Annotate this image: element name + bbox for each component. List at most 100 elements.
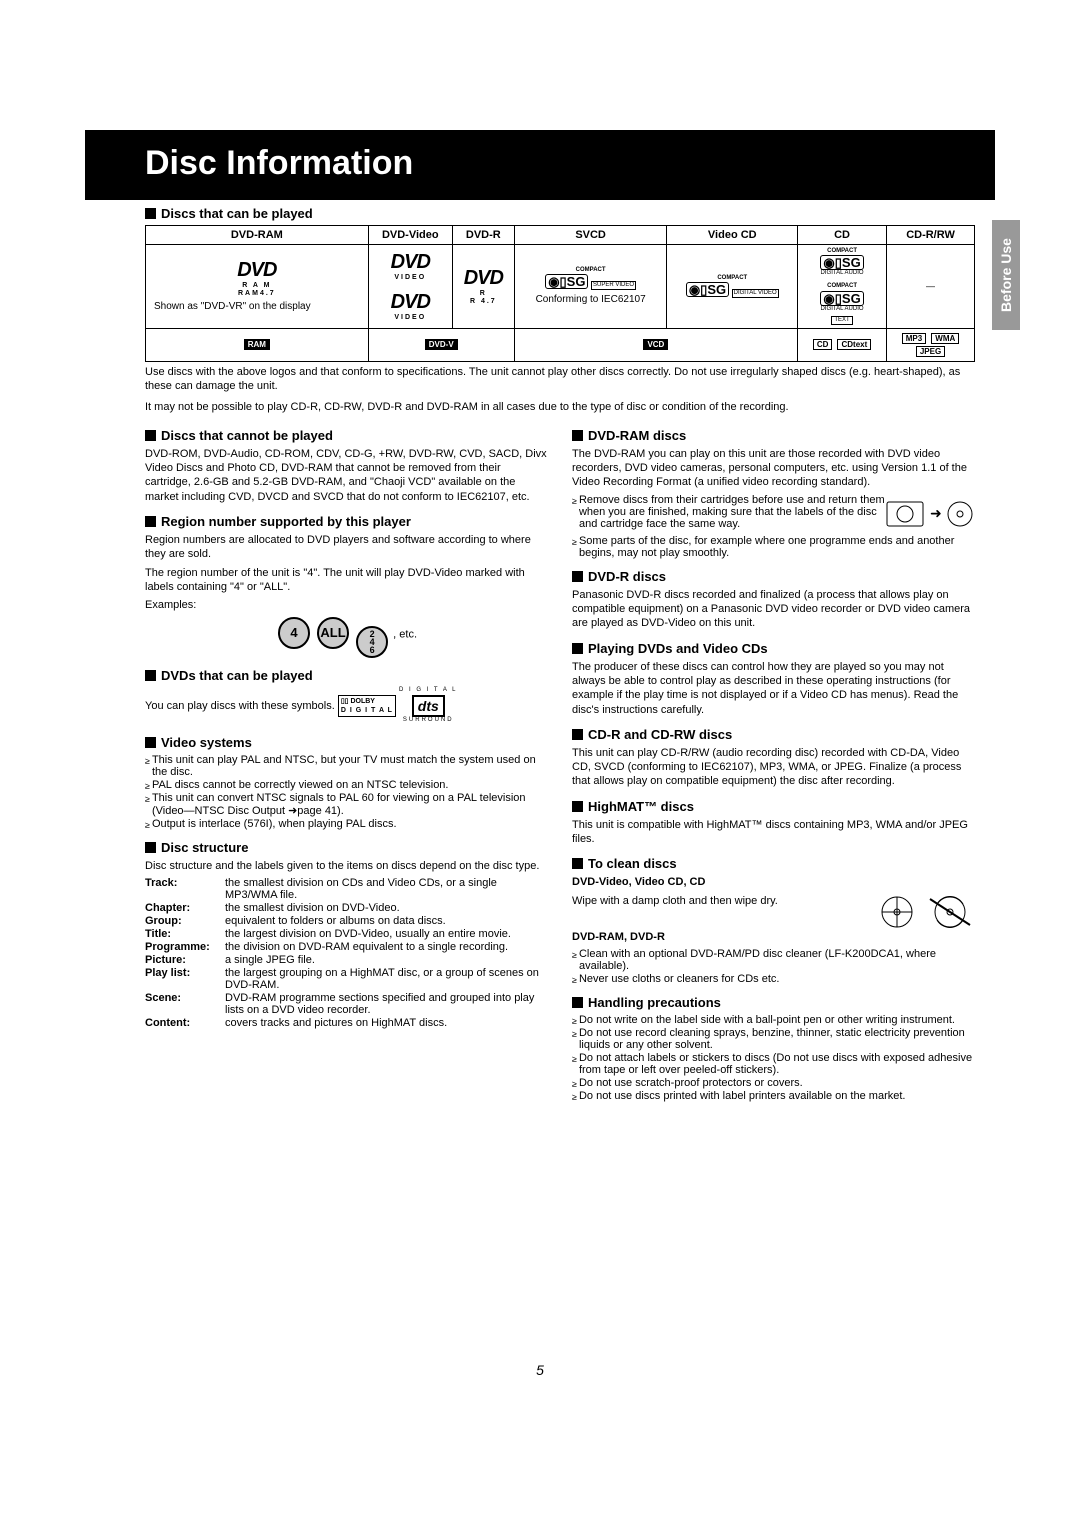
playing-heading: Playing DVDs and Video CDs <box>572 641 975 656</box>
th-dvdram: DVD-RAM <box>146 226 369 245</box>
dvds-play-heading: DVDs that can be played <box>145 668 548 683</box>
video-bullets: This unit can play PAL and NTSC, but you… <box>145 754 548 830</box>
region-heading: Region number supported by this player <box>145 514 548 529</box>
structure-term: Picture: <box>145 954 225 966</box>
cd-sub2: TEXT <box>831 316 852 325</box>
r3c: 6 <box>370 646 375 654</box>
dvd-sub: R <box>457 290 510 298</box>
playing-p1: The producer of these discs can control … <box>572 660 975 717</box>
handling-bullets: Do not write on the label side with a ba… <box>572 1014 975 1102</box>
cell-cd-logo: COMPACT ◉▯SG DIGITAL AUDIO COMPACT ◉▯SG … <box>798 245 887 329</box>
cdr-p1: This unit can play CD-R/RW (audio record… <box>572 746 975 789</box>
ram-badge: RAM <box>244 339 270 350</box>
table-note1: Use discs with the above logos and that … <box>145 365 975 394</box>
clean-b1: Clean with an optional DVD-RAM/PD disc c… <box>579 948 975 972</box>
th-cd: CD <box>798 226 887 245</box>
structure-def: the smallest division on CDs and Video C… <box>225 877 548 901</box>
cell-svcd-logo: COMPACT ◉▯SG SUPER VIDEO Conforming to I… <box>514 245 667 329</box>
jpeg-badge: JPEG <box>916 346 945 357</box>
clean-heading: To clean discs <box>572 856 975 871</box>
structure-def: equivalent to folders or albums on data … <box>225 915 548 927</box>
cell-cdrrw: — <box>887 245 975 329</box>
video-b1: This unit can play PAL and NTSC, but you… <box>152 754 548 778</box>
table-logo-row: DVD R A M RAM4.7 Shown as "DVD-VR" on th… <box>146 245 975 329</box>
dvdram-p1: The DVD-RAM you can play on this unit ar… <box>572 447 975 490</box>
region-examples-label: Examples: <box>145 598 548 612</box>
cell-badge-dvdv: DVD-V <box>368 328 514 361</box>
structure-row: Content:covers tracks and pictures on Hi… <box>145 1017 548 1029</box>
cdr-heading: CD-R and CD-RW discs <box>572 727 975 742</box>
highmat-heading: HighMAT™ discs <box>572 799 975 814</box>
cartridge-icon: ➜ <box>885 494 975 534</box>
th-videocd: Video CD <box>667 226 798 245</box>
cell-dvdr-logo: DVD R R 4.7 <box>452 245 514 329</box>
side-tab: Before Use <box>992 220 1020 330</box>
structure-term: Group: <box>145 915 225 927</box>
structure-row: Group:equivalent to folders or albums on… <box>145 915 548 927</box>
svcd-sub: SUPER VIDEO <box>591 281 636 290</box>
region-p1: Region numbers are allocated to DVD play… <box>145 533 548 562</box>
compact-label2: COMPACT <box>802 283 882 290</box>
handling-b2: Do not use record cleaning sprays, benzi… <box>579 1027 975 1051</box>
table-header-row: DVD-RAM DVD-Video DVD-R SVCD Video CD CD… <box>146 226 975 245</box>
structure-def: the division on DVD-RAM equivalent to a … <box>225 941 548 953</box>
dvd-sub: VIDEO <box>373 274 448 282</box>
cd-badge: CD <box>813 339 833 350</box>
dvds-play-label: You can play discs with these symbols. <box>145 700 335 712</box>
dvd-logo-icon: DVD <box>150 258 364 282</box>
columns: Discs that cannot be played DVD-ROM, DVD… <box>145 422 975 1103</box>
structure-def: the smallest division on DVD-Video. <box>225 902 548 914</box>
structure-term: Content: <box>145 1017 225 1029</box>
structure-row: Play list:the largest grouping on a High… <box>145 967 548 991</box>
handling-b4: Do not use scratch-proof protectors or c… <box>579 1077 803 1089</box>
clean-sub1: DVD-Video, Video CD, CD <box>572 875 975 889</box>
video-heading: Video systems <box>145 735 548 750</box>
structure-intro: Disc structure and the labels given to t… <box>145 859 548 873</box>
dvdram-b1: Remove discs from their cartridges befor… <box>579 494 885 534</box>
structure-def: DVD-RAM programme sections specified and… <box>225 992 548 1016</box>
cd-sub1b: DIGITAL AUDIO <box>802 306 882 313</box>
handling-heading: Handling precautions <box>572 995 975 1010</box>
compact-label: COMPACT <box>671 275 793 282</box>
region-icon-4: 4 <box>278 617 310 649</box>
mp3-badge: MP3 <box>902 333 926 344</box>
vcd-sub: DIGITAL VIDEO <box>732 289 779 298</box>
structure-term: Scene: <box>145 992 225 1016</box>
right-column: DVD-RAM discs The DVD-RAM you can play o… <box>572 422 975 1103</box>
structure-term: Title: <box>145 928 225 940</box>
dvdram-note: Shown as "DVD-VR" on the display <box>150 299 364 315</box>
compact-label: COMPACT <box>519 267 663 274</box>
table-heading: Discs that can be played <box>145 206 975 221</box>
structure-term: Chapter: <box>145 902 225 914</box>
region-icon-246: 2 4 6 <box>356 626 388 658</box>
clean-bullets: Clean with an optional DVD-RAM/PD disc c… <box>572 948 975 985</box>
disc-icon: ◉▯SG <box>820 291 863 306</box>
structure-heading: Disc structure <box>145 840 548 855</box>
disc-icon: ◉▯SG <box>545 274 588 289</box>
cell-badge-ram: RAM <box>146 328 369 361</box>
video-b4: Output is interlace (576I), when playing… <box>152 818 397 830</box>
structure-row: Chapter:the smallest division on DVD-Vid… <box>145 902 548 914</box>
cd-sub1: DIGITAL AUDIO <box>802 270 882 277</box>
wipe-icon <box>875 894 975 930</box>
dvds-play-text: You can play discs with these symbols. ▯… <box>145 687 548 725</box>
region-etc: , etc. <box>393 628 417 640</box>
cannot-play-text: DVD-ROM, DVD-Audio, CD-ROM, CDV, CD-G, +… <box>145 447 548 504</box>
dvd-sub: VIDEO <box>373 314 448 322</box>
disc-table: DVD-RAM DVD-Video DVD-R SVCD Video CD CD… <box>145 225 975 362</box>
structure-list: Track:the smallest division on CDs and V… <box>145 877 548 1029</box>
dvdram-heading: DVD-RAM discs <box>572 428 975 443</box>
left-column: Discs that cannot be played DVD-ROM, DVD… <box>145 422 548 1103</box>
video-b2: PAL discs cannot be correctly viewed on … <box>152 779 449 791</box>
structure-term: Track: <box>145 877 225 901</box>
cell-dvdvideo-logo: DVD VIDEO DVD VIDEO <box>368 245 452 329</box>
region-p2: The region number of the unit is "4". Th… <box>145 566 548 595</box>
dvdv-badge: DVD-V <box>425 339 458 350</box>
dvd-logo-icon: DVD <box>373 250 448 274</box>
cdtext-badge: CDtext <box>837 339 871 350</box>
highmat-p1: This unit is compatible with HighMAT™ di… <box>572 818 975 847</box>
th-cdrrw: CD-R/RW <box>887 226 975 245</box>
cell-dvdram-logo: DVD R A M RAM4.7 Shown as "DVD-VR" on th… <box>146 245 369 329</box>
structure-term: Play list: <box>145 967 225 991</box>
structure-def: the largest grouping on a HighMAT disc, … <box>225 967 548 991</box>
